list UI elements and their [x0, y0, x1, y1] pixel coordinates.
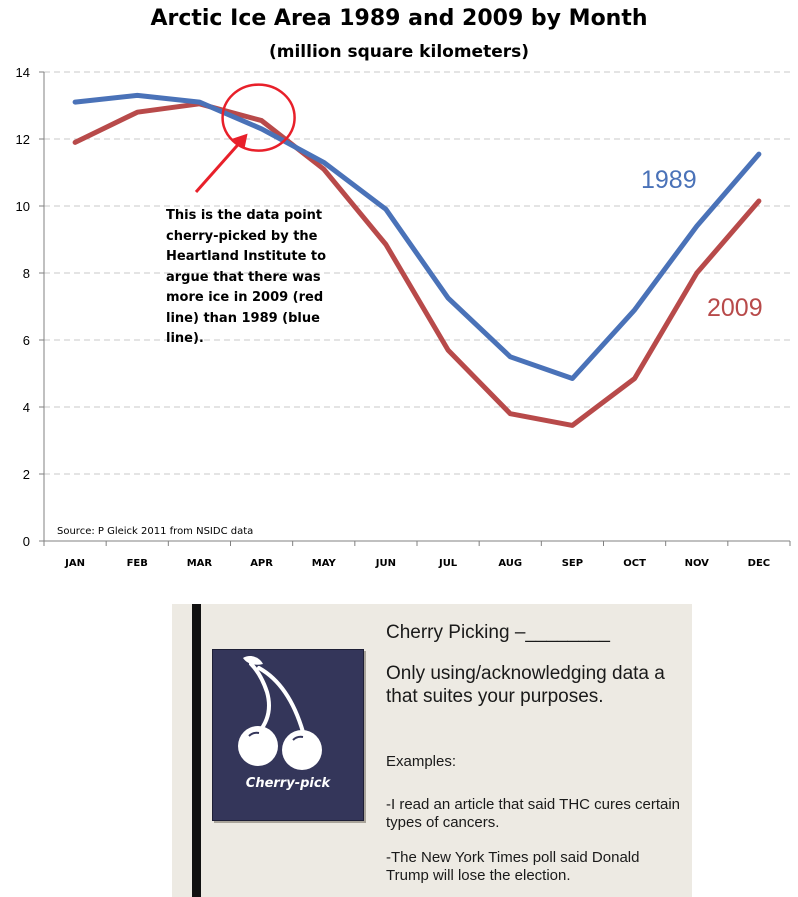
x-tick-label: JAN — [64, 558, 85, 569]
chart-title: Arctic Ice Area 1989 and 2009 by Month — [150, 6, 648, 31]
annotation-arrow — [194, 139, 243, 193]
y-tick-label: 14 — [16, 65, 30, 80]
x-tick-label: DEC — [748, 558, 770, 569]
x-tick-label: AUG — [498, 558, 522, 569]
series-line-2009 — [72, 101, 762, 428]
image-caption: Cherry-pick — [245, 776, 331, 791]
cherry-icon — [238, 656, 322, 770]
x-tick-label: APR — [250, 558, 273, 569]
series-line-1989 — [72, 92, 762, 381]
y-tick-label: 2 — [23, 467, 30, 482]
x-tick-label: MAY — [312, 558, 337, 569]
y-tick-label: 12 — [16, 132, 30, 147]
slide-definition: Only using/acknowledging data a that sui… — [386, 663, 665, 707]
highlight-circle — [221, 83, 296, 152]
y-tick-label: 10 — [16, 199, 30, 214]
slide-accent-bar — [192, 604, 201, 897]
line-chart: 0 2 4 6 8 10 12 14 JAN FEB MAR APR MAY JUN JUL AUG SEP OC… — [16, 65, 791, 569]
examples-label: Examples: — [386, 753, 457, 770]
annotation-arrowhead — [232, 133, 248, 150]
y-tick-label: 4 — [23, 400, 30, 415]
y-tick-label: 8 — [23, 266, 30, 281]
slide-heading: Cherry Picking –________ — [386, 622, 610, 643]
x-tick-label: NOV — [685, 558, 710, 569]
chart-subtitle: (million square kilometers) — [269, 42, 529, 62]
cherry-pick-image: Cherry-pick — [212, 649, 364, 821]
x-tick-label: JUN — [375, 558, 396, 569]
y-tick-label: 0 — [23, 534, 30, 549]
definition-slide: Cherry-pick Cherry Picking –________ Onl… — [172, 604, 692, 897]
cherry-pick-annotation: This is the data point cherry-picked by … — [166, 208, 327, 346]
example-2: -The New York Times poll said Donald Tru… — [386, 849, 640, 884]
y-tick-label: 6 — [23, 333, 30, 348]
x-tick-label: FEB — [127, 558, 148, 569]
x-tick-label: OCT — [623, 558, 646, 569]
x-tick-label: JUL — [438, 558, 458, 569]
series-label-1989: 1989 — [641, 166, 697, 194]
x-tick-label: MAR — [187, 558, 213, 569]
series-label-2009: 2009 — [707, 294, 763, 322]
source-note: Source: P Gleick 2011 from NSIDC data — [57, 526, 254, 537]
example-1: -I read an article that said THC cures c… — [386, 796, 681, 831]
x-tick-label: SEP — [562, 558, 583, 569]
